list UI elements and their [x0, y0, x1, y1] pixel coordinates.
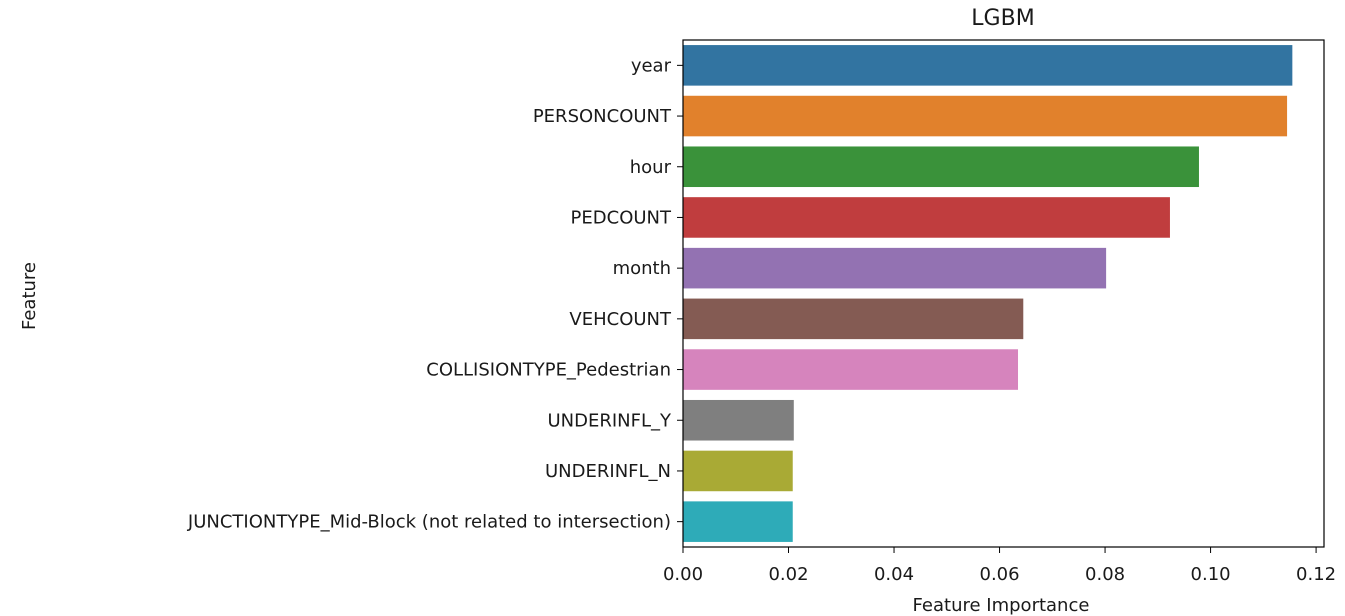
bar-5 — [683, 298, 1024, 340]
bar-7 — [683, 399, 794, 441]
bar-0 — [683, 45, 1293, 86]
x-tick-label: 0.02 — [768, 564, 808, 585]
bar-1 — [683, 95, 1288, 137]
x-axis-label: Feature Importance — [913, 595, 1090, 616]
x-tick-label: 0.08 — [1085, 564, 1125, 585]
bar-8 — [683, 450, 793, 492]
x-tick-label: 0.04 — [874, 564, 914, 585]
y-tick-labels: year PERSONCOUNT hour PEDCOUNT month VEHCOUNT… — [187, 55, 683, 533]
y-tick-label: PERSONCOUNT — [533, 106, 672, 127]
bars-group — [683, 45, 1293, 542]
y-axis-label: Feature — [19, 262, 40, 330]
y-tick-label: VEHCOUNT — [569, 309, 672, 330]
y-tick-label: COLLISIONTYPE_Pedestrian — [426, 360, 671, 381]
bar-9 — [683, 501, 793, 542]
x-tick-label: 0.00 — [663, 564, 703, 585]
bar-2 — [683, 146, 1199, 188]
bar-3 — [683, 197, 1170, 238]
x-tick-label: 0.12 — [1296, 564, 1336, 585]
x-tick-label: 0.10 — [1191, 564, 1231, 585]
y-tick-label: JUNCTIONTYPE_Mid-Block (not related to i… — [187, 512, 671, 533]
bar-6 — [683, 349, 1019, 390]
y-tick-label: PEDCOUNT — [571, 207, 672, 228]
y-tick-label: hour — [630, 157, 672, 178]
x-ticks: 0.00 0.02 0.04 0.06 0.08 0.10 0.12 — [663, 547, 1336, 585]
y-tick-label: UNDERINFL_N — [545, 461, 671, 482]
x-tick-label: 0.06 — [980, 564, 1020, 585]
y-tick-label: month — [613, 258, 671, 279]
chart-title: LGBM — [971, 6, 1034, 31]
bar-4 — [683, 247, 1107, 289]
y-tick-label: year — [631, 55, 672, 76]
plot-frame — [682, 39, 1325, 548]
y-tick-label: UNDERINFL_Y — [547, 410, 672, 431]
